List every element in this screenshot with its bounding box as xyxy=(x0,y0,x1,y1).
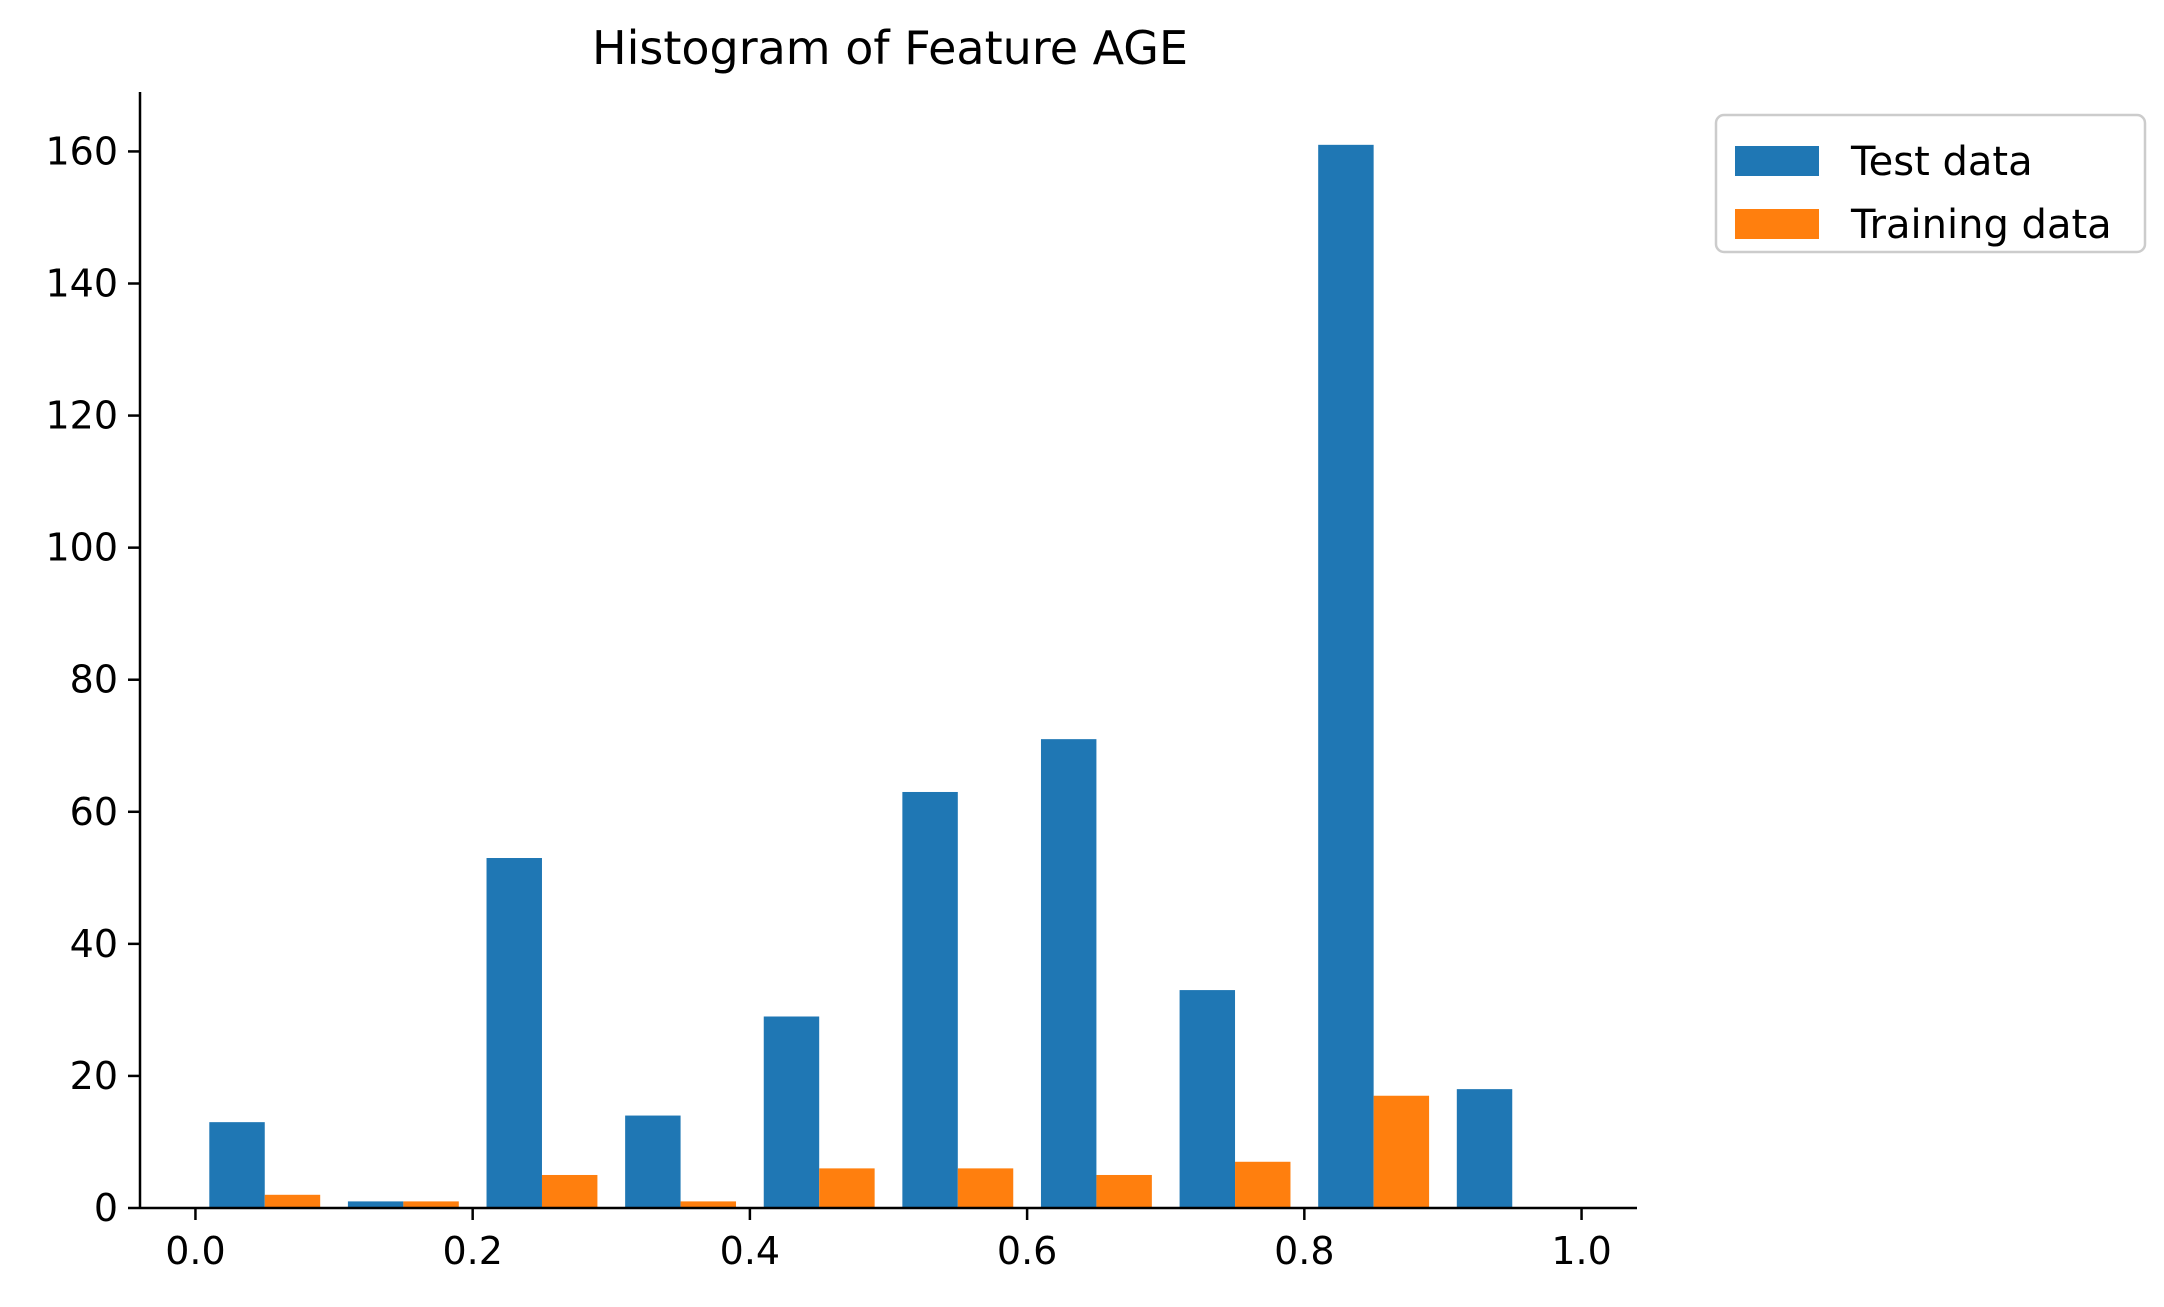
bar-test-data-5 xyxy=(902,791,958,1208)
bar-training-data-2 xyxy=(541,1174,598,1208)
y-tick-label: 160 xyxy=(45,129,118,173)
bar-test-data-7 xyxy=(1179,990,1236,1208)
x-tick-label: 1.0 xyxy=(1551,1229,1611,1273)
bar-test-data-2 xyxy=(486,858,542,1208)
chart-title: Histogram of Feature AGE xyxy=(592,21,1188,75)
legend-frame xyxy=(1714,113,2147,254)
bars-layer xyxy=(209,144,1513,1209)
legend-label-test-data: Test data xyxy=(1850,139,2033,185)
bar-training-data-6 xyxy=(1096,1174,1152,1208)
bar-test-data-9 xyxy=(1456,1089,1513,1208)
y-tick-label: 40 xyxy=(70,922,118,966)
y-tick-label: 80 xyxy=(70,658,118,702)
y-tick-label: 20 xyxy=(70,1054,118,1098)
bar-training-data-8 xyxy=(1373,1095,1430,1208)
x-tick-label: 0.8 xyxy=(1274,1229,1334,1273)
bar-test-data-0 xyxy=(209,1122,265,1208)
x-tick-label: 0.4 xyxy=(720,1229,780,1273)
bar-training-data-1 xyxy=(403,1201,459,1208)
bar-training-data-3 xyxy=(680,1201,737,1208)
y-tick-label: 0 xyxy=(94,1186,118,1230)
y-tick-label: 120 xyxy=(45,394,118,438)
bar-test-data-4 xyxy=(763,1016,820,1208)
bar-training-data-4 xyxy=(819,1168,875,1208)
bar-test-data-1 xyxy=(347,1201,404,1208)
y-tick-label: 140 xyxy=(45,262,118,306)
axes-layer: 0.0 0.2 0.4 0.6 0.8 1.0 0 20 40 60 80 100 120 140 160 xyxy=(45,92,1637,1273)
bar-training-data-0 xyxy=(264,1194,321,1208)
legend-swatch-test-data xyxy=(1735,146,1819,176)
legend-swatch-training-data xyxy=(1735,209,1819,239)
bar-test-data-8 xyxy=(1318,144,1374,1209)
x-tick-label: 0.2 xyxy=(442,1229,502,1273)
y-tick-label: 60 xyxy=(70,790,118,834)
y-tick-label: 100 xyxy=(45,526,118,570)
legend-label-training-data: Training data xyxy=(1850,202,2112,248)
bar-training-data-5 xyxy=(957,1168,1014,1208)
bar-test-data-3 xyxy=(625,1115,681,1208)
x-tick-label: 0.6 xyxy=(997,1229,1057,1273)
legend: Test data Training data xyxy=(1714,113,2147,254)
bar-training-data-7 xyxy=(1235,1161,1291,1208)
bar-test-data-6 xyxy=(1040,739,1097,1208)
x-tick-label: 0.0 xyxy=(165,1229,225,1273)
